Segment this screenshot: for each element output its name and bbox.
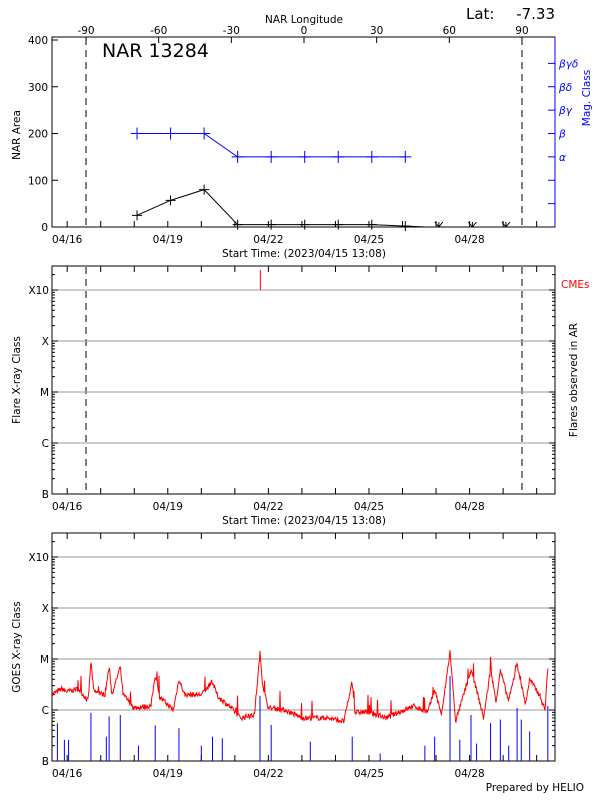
panel-frame — [51, 265, 556, 495]
mag-class-tick-label: βδ — [558, 82, 572, 94]
panel-frame — [51, 36, 556, 228]
time-tick-label: 04/22 — [253, 501, 283, 513]
class-tick-label: B — [42, 489, 49, 501]
area-point-marker — [400, 221, 411, 232]
time-tick-label: 04/25 — [354, 768, 384, 780]
goes-flux-line — [51, 650, 549, 724]
time-tick-label: 04/28 — [454, 768, 484, 780]
lat-label: Lat: — [466, 5, 494, 23]
goes-xray-panel: GOES X-ray Class Prepared by HELIO B C M X X… — [11, 532, 584, 794]
y-tick-label: 300 — [28, 82, 48, 94]
area-point-marker — [266, 219, 277, 230]
time-tick-label: 04/22 — [253, 768, 283, 780]
below-range-marker — [501, 221, 511, 228]
mag-class-point-marker — [265, 150, 278, 163]
class-tick-label: B — [42, 756, 49, 768]
y-axis-label: GOES X-ray Class — [11, 601, 23, 692]
area-point-marker — [299, 219, 310, 230]
class-tick-label: X10 — [28, 552, 49, 564]
mag-class-point-marker — [298, 150, 311, 163]
y-tick-label: 100 — [28, 175, 48, 187]
class-tick-label: X10 — [28, 285, 49, 297]
longitude-tick-label: 90 — [515, 25, 528, 37]
mag-class-tick-label: β — [558, 129, 566, 141]
panel-frame — [51, 532, 556, 762]
class-tick-label: M — [40, 387, 49, 399]
start-time-label: Start Time: (2023/04/15 13:08) — [222, 515, 386, 527]
class-tick-label: X — [42, 603, 49, 615]
y-axis-label: NAR Area — [11, 110, 23, 160]
nar-area-panel: NAR 13284 NAR Area Mag. Class Start Time… — [11, 25, 593, 260]
area-point-marker — [333, 219, 344, 230]
time-tick-label: 04/19 — [153, 234, 183, 246]
y-tick-label: 0 — [41, 222, 48, 234]
mag-class-point-marker — [365, 150, 378, 163]
longitude-axis-title: NAR Longitude — [265, 14, 343, 26]
time-tick-label: 04/28 — [454, 501, 484, 513]
longitude-tick-label: -60 — [150, 25, 167, 37]
start-time-label: Start Time: (2023/04/15 13:08) — [222, 248, 386, 260]
time-tick-label: 04/19 — [153, 501, 183, 513]
prepared-by-label: Prepared by HELIO — [486, 782, 584, 794]
time-tick-label: 04/16 — [52, 501, 83, 513]
area-point-marker — [132, 210, 143, 221]
mag-class-point-marker — [131, 127, 144, 140]
cme-label: CMEs — [561, 279, 590, 291]
flare-class-panel: Flare X-ray Class Flares observed in AR … — [11, 265, 590, 527]
longitude-tick-label: 0 — [301, 25, 308, 37]
time-tick-label: 04/25 — [354, 234, 384, 246]
time-tick-label: 04/19 — [153, 768, 183, 780]
time-tick-label: 04/28 — [454, 234, 484, 246]
class-tick-label: X — [42, 336, 49, 348]
y-axis-label: Flare X-ray Class — [11, 336, 23, 424]
mag-class-tick-label: βγ — [558, 105, 573, 117]
area-point-marker — [165, 195, 176, 206]
time-tick-label: 04/22 — [253, 234, 283, 246]
mag-class-tick-label: α — [559, 152, 566, 164]
y-tick-label: 400 — [28, 35, 48, 47]
mag-class-tick-label: βγδ — [558, 58, 578, 70]
class-tick-label: C — [42, 705, 49, 717]
mag-class-point-marker — [198, 127, 211, 140]
y2-axis-label: Flares observed in AR — [568, 323, 580, 437]
longitude-tick-label: -90 — [77, 25, 94, 37]
mag-class-point-marker — [399, 150, 412, 163]
area-point-marker — [232, 219, 243, 230]
y-tick-label: 200 — [28, 129, 48, 141]
below-range-marker — [467, 221, 477, 228]
mag-class-point-marker — [164, 127, 177, 140]
longitude-tick-label: 60 — [443, 25, 456, 37]
time-tick-label: 04/16 — [52, 768, 83, 780]
longitude-tick-label: 30 — [370, 25, 383, 37]
area-point-marker — [199, 184, 210, 195]
time-tick-label: 04/16 — [52, 234, 83, 246]
class-tick-label: C — [42, 438, 49, 450]
time-tick-label: 04/25 — [354, 501, 384, 513]
area-point-marker — [366, 219, 377, 230]
below-range-marker — [434, 221, 444, 228]
longitude-tick-label: -30 — [223, 25, 240, 37]
y2-axis-label: Mag. Class — [581, 70, 593, 126]
lat-value: -7.33 — [516, 5, 555, 23]
area-series-line — [136, 189, 427, 228]
mag-class-point-marker — [231, 150, 244, 163]
mag-class-point-marker — [332, 150, 345, 163]
nar-title: NAR 13284 — [102, 40, 209, 62]
class-tick-label: M — [40, 654, 49, 666]
